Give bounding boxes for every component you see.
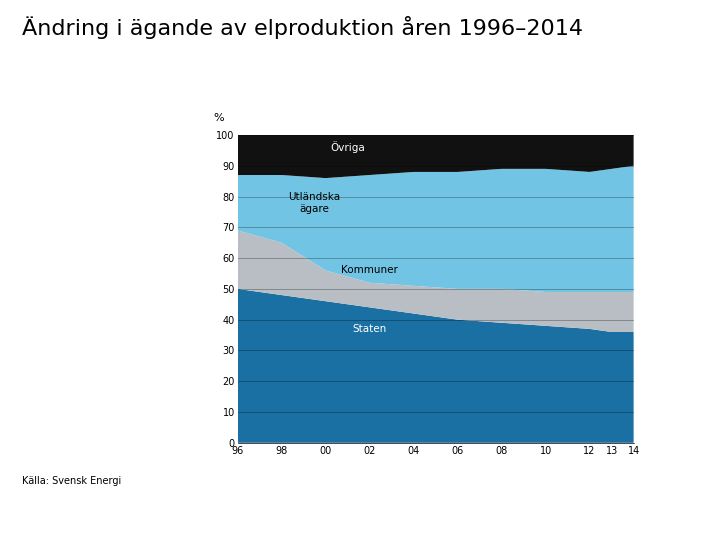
Text: Kommuner: Kommuner bbox=[341, 266, 398, 275]
Text: Staten: Staten bbox=[353, 324, 387, 334]
Text: Ändring i ägande av elproduktion åren 1996–2014: Ändring i ägande av elproduktion åren 19… bbox=[22, 16, 582, 39]
Text: Källa: Svensk Energi: Källa: Svensk Energi bbox=[22, 476, 121, 486]
Text: %: % bbox=[214, 113, 225, 123]
Text: Utländska
ägare: Utländska ägare bbox=[289, 192, 341, 213]
Text: Övriga: Övriga bbox=[330, 141, 365, 153]
